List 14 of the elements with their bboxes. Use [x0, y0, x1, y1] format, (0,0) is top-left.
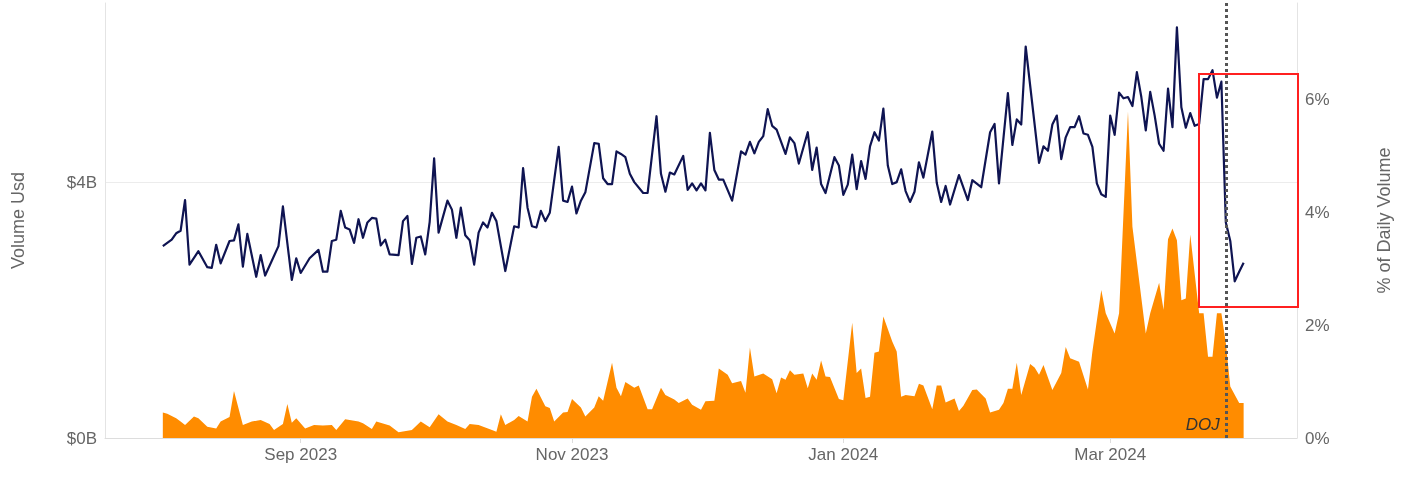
y2-tick-label: 2% — [1305, 315, 1330, 335]
x-tick-label: Mar 2024 — [1074, 445, 1147, 464]
line-series — [161, 26, 1245, 283]
y2-tick-label: 0% — [1305, 428, 1330, 448]
y2-tick-label: 6% — [1305, 89, 1330, 109]
y-tick-label: $4B — [66, 172, 97, 192]
x-tick-label: Sep 2023 — [264, 445, 338, 464]
y-tick-label: $0B — [66, 428, 97, 448]
y2-axis-title: % of Daily Volume — [1374, 147, 1394, 294]
x-tick-label: Nov 2023 — [535, 445, 609, 464]
y-axis-title: Volume Usd — [8, 171, 28, 270]
x-tick-label: Jan 2024 — [808, 445, 879, 464]
ref-line-label: DOJ — [1185, 415, 1221, 434]
y2-tick-label: 4% — [1305, 202, 1330, 222]
